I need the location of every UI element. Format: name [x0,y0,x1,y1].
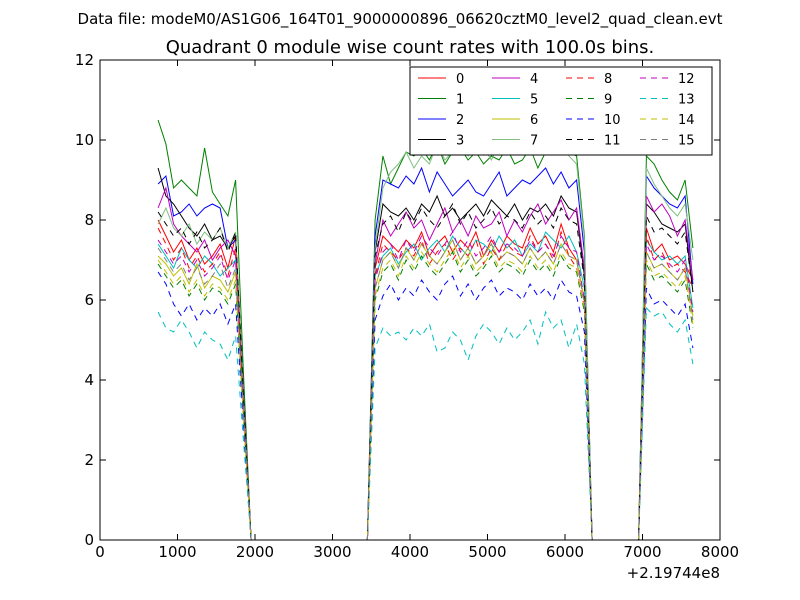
y-tick-label: 12 [75,51,94,69]
axes-layer: 0 1000 2000 3000 4000 5000 6000 7000 80000246810… [75,51,739,561]
x-tick-label: 2000 [236,543,274,561]
legend-box [409,66,713,156]
legend-label-14: 14 [678,113,695,128]
x-tick-label: 6000 [546,543,584,561]
legend-label-12: 12 [678,72,695,87]
legend-label-13: 13 [678,93,695,108]
x-tick-label: 4000 [391,543,429,561]
chart-title: Quadrant 0 module wise count rates with … [166,37,655,58]
legend-label-0: 0 [456,72,464,87]
y-tick-label: 0 [84,531,94,549]
legend-label-9: 9 [604,93,612,108]
legend-label-1: 1 [456,93,464,108]
x-tick-label: 3000 [313,543,351,561]
y-tick-label: 8 [84,211,94,229]
series-line-8 [157,227,694,541]
legend-label-6: 6 [530,113,538,128]
x-tick-label: 1000 [158,543,196,561]
x-tick-label: 5000 [468,543,506,561]
series-layer [157,110,694,541]
series-line-0 [157,219,694,541]
data-file-label: Data file: modeM0/AS1G06_164T01_90000008… [78,10,723,29]
series-line-3 [157,167,694,541]
legend-label-3: 3 [456,134,464,149]
legend-label-11: 11 [604,134,621,149]
y-tick-label: 6 [84,291,94,309]
y-tick-label: 10 [75,131,94,149]
legend-label-5: 5 [530,93,538,108]
series-line-13 [157,306,694,541]
legend-label-15: 15 [678,134,695,149]
legend-label-8: 8 [604,72,612,87]
x-tick-label: 0 [95,543,105,561]
y-tick-label: 4 [84,371,94,389]
y-tick-label: 2 [84,451,94,469]
legend-label-2: 2 [456,113,464,128]
legend-label-4: 4 [530,72,538,87]
x-tick-label: 8000 [701,543,739,561]
x-offset-label: +2.19744e8 [627,564,720,582]
series-line-2 [157,166,694,541]
legend-label-7: 7 [530,134,538,149]
legend-label-10: 10 [604,113,621,128]
series-line-14 [157,246,694,541]
x-tick-label: 7000 [623,543,661,561]
